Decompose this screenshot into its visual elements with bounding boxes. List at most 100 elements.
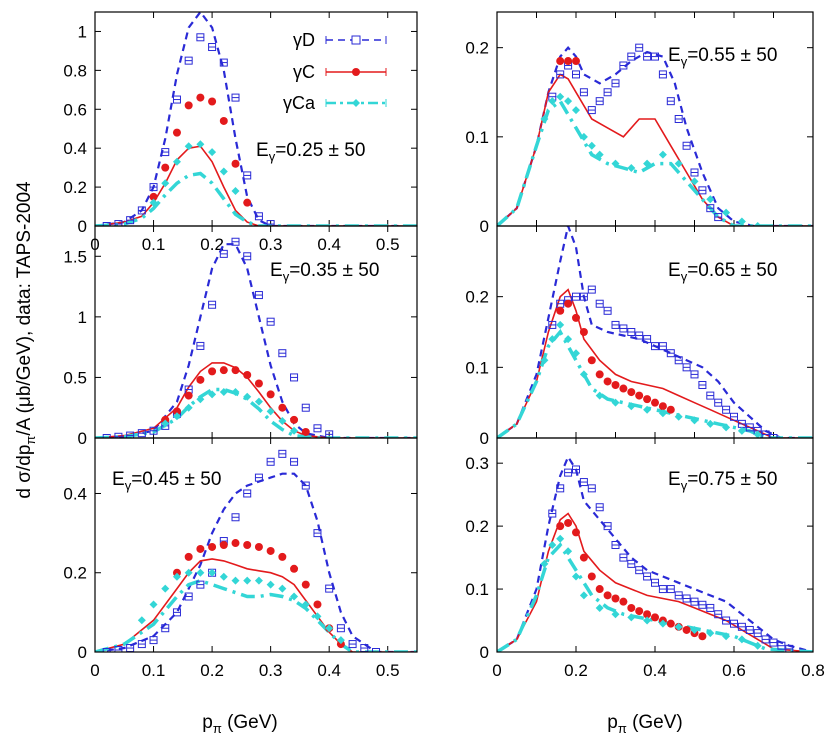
data-point-Ca xyxy=(611,159,620,168)
data-point-D xyxy=(102,434,111,438)
data-point-C xyxy=(666,619,675,628)
data-point-Ca xyxy=(643,405,652,414)
data-point-Ca xyxy=(737,217,746,226)
data-point-Ca xyxy=(722,632,731,641)
data-point-Ca xyxy=(706,195,715,204)
data-point-Ca xyxy=(674,622,683,631)
data-point-C xyxy=(231,366,240,375)
model-curve-D xyxy=(497,226,813,438)
legend-marker xyxy=(351,35,361,45)
data-point-Ca xyxy=(564,335,573,344)
data-point-C xyxy=(627,603,636,612)
data-point-Ca xyxy=(579,591,588,600)
y-tick-label: 0.5 xyxy=(63,368,87,387)
model-curve-Ca xyxy=(497,542,813,652)
data-point-Ca xyxy=(753,430,762,438)
data-point-Ca xyxy=(161,179,170,188)
data-point-Ca xyxy=(595,150,604,159)
data-point-Ca xyxy=(627,613,636,622)
legend-entry-γC: γC xyxy=(293,62,387,82)
data-point-C xyxy=(243,371,252,380)
energy-label: Eγ=0.45 ± 50 xyxy=(112,469,221,493)
y-tick-label: 0.6 xyxy=(63,100,87,119)
x-tick-label: 0.3 xyxy=(259,235,283,254)
data-point-Ca xyxy=(137,616,146,625)
data-point-C xyxy=(254,542,263,551)
data-point-Ca xyxy=(595,391,604,400)
data-point-Ca xyxy=(556,320,565,329)
x-tick-label: 0 xyxy=(90,661,99,680)
y-tick-label: 0.2 xyxy=(63,178,87,197)
x-tick-label: 0.4 xyxy=(317,235,341,254)
model-curve-C xyxy=(95,362,417,438)
x-tick-label: 0.5 xyxy=(376,661,400,680)
data-point-Ca xyxy=(564,97,573,106)
plot-area xyxy=(497,454,813,652)
data-point-C xyxy=(161,163,170,172)
panel-4: 0 0.1 0.2 Eγ=0.65 ± 50 xyxy=(465,225,814,448)
data-point-Ca xyxy=(674,159,683,168)
data-point-C xyxy=(301,580,310,589)
legend-label: γD xyxy=(293,30,315,50)
data-point-Ca xyxy=(548,97,557,106)
model-curve-Ca xyxy=(95,171,417,226)
x-axis-title-left: pπ (GeV) xyxy=(202,712,278,736)
data-point-C xyxy=(564,57,573,66)
data-point-Ca xyxy=(184,403,193,412)
x-tick-label: 0.8 xyxy=(801,661,825,680)
data-point-Ca xyxy=(556,92,565,101)
data-point-C xyxy=(290,564,299,573)
data-point-Ca xyxy=(548,335,557,344)
plot-area xyxy=(95,12,417,226)
model-curve-C xyxy=(497,288,813,438)
data-point-C xyxy=(595,585,604,594)
data-point-C xyxy=(208,542,217,551)
data-point-Ca xyxy=(301,600,310,609)
data-point-C xyxy=(254,379,263,388)
data-point-Ca xyxy=(643,159,652,168)
data-point-C xyxy=(231,539,240,548)
data-point-Ca xyxy=(266,407,275,416)
data-point-Ca xyxy=(231,576,240,585)
data-point-Ca xyxy=(243,576,252,585)
data-point-C xyxy=(278,403,287,412)
data-point-C xyxy=(595,370,604,379)
data-point-Ca xyxy=(540,356,549,365)
data-point-C xyxy=(266,390,275,399)
y-tick-label: 1 xyxy=(78,308,87,327)
data-point-C xyxy=(243,198,252,207)
legend-entry-γD: γD xyxy=(293,30,387,50)
data-point-Ca xyxy=(706,629,715,638)
energy-label: Eγ=0.25 ± 50 xyxy=(256,140,365,164)
panel-frame xyxy=(94,11,418,227)
data-point-Ca xyxy=(208,568,217,577)
data-point-C xyxy=(651,613,659,622)
data-point-Ca xyxy=(548,541,557,549)
data-point-Ca xyxy=(572,572,580,581)
model-curve-D xyxy=(95,12,417,226)
y-tick-label: 0.2 xyxy=(465,288,489,307)
energy-label: Eγ=0.65 ± 50 xyxy=(668,260,777,284)
data-point-Ca xyxy=(753,641,762,650)
data-point-Ca xyxy=(278,584,287,593)
data-point-Ca xyxy=(313,612,322,621)
panel-frame xyxy=(94,437,418,653)
model-curve-D xyxy=(95,243,417,438)
data-point-C xyxy=(587,356,596,365)
data-point-C xyxy=(698,632,707,641)
energy-label: Eγ=0.35 ± 50 xyxy=(270,260,379,284)
data-point-C xyxy=(635,391,644,400)
model-curve-C xyxy=(497,73,813,226)
data-point-C xyxy=(643,395,652,404)
y-tick-label: 0.1 xyxy=(465,580,489,599)
panel-3: 0 0.5 1 1.5 Eγ=0.35 ± 50 xyxy=(63,225,418,448)
legend-label: γCa xyxy=(283,93,316,113)
panel-2: 0 0.1 0.2 Eγ=0.55 ± 50 xyxy=(465,11,814,236)
data-point-Ca xyxy=(587,141,596,150)
y-tick-label: 0 xyxy=(480,429,489,448)
x-tick-label: 0.3 xyxy=(259,661,283,680)
data-point-Ca xyxy=(572,106,580,115)
legend-marker xyxy=(352,68,360,76)
x-tick-label: 0.4 xyxy=(643,661,667,680)
